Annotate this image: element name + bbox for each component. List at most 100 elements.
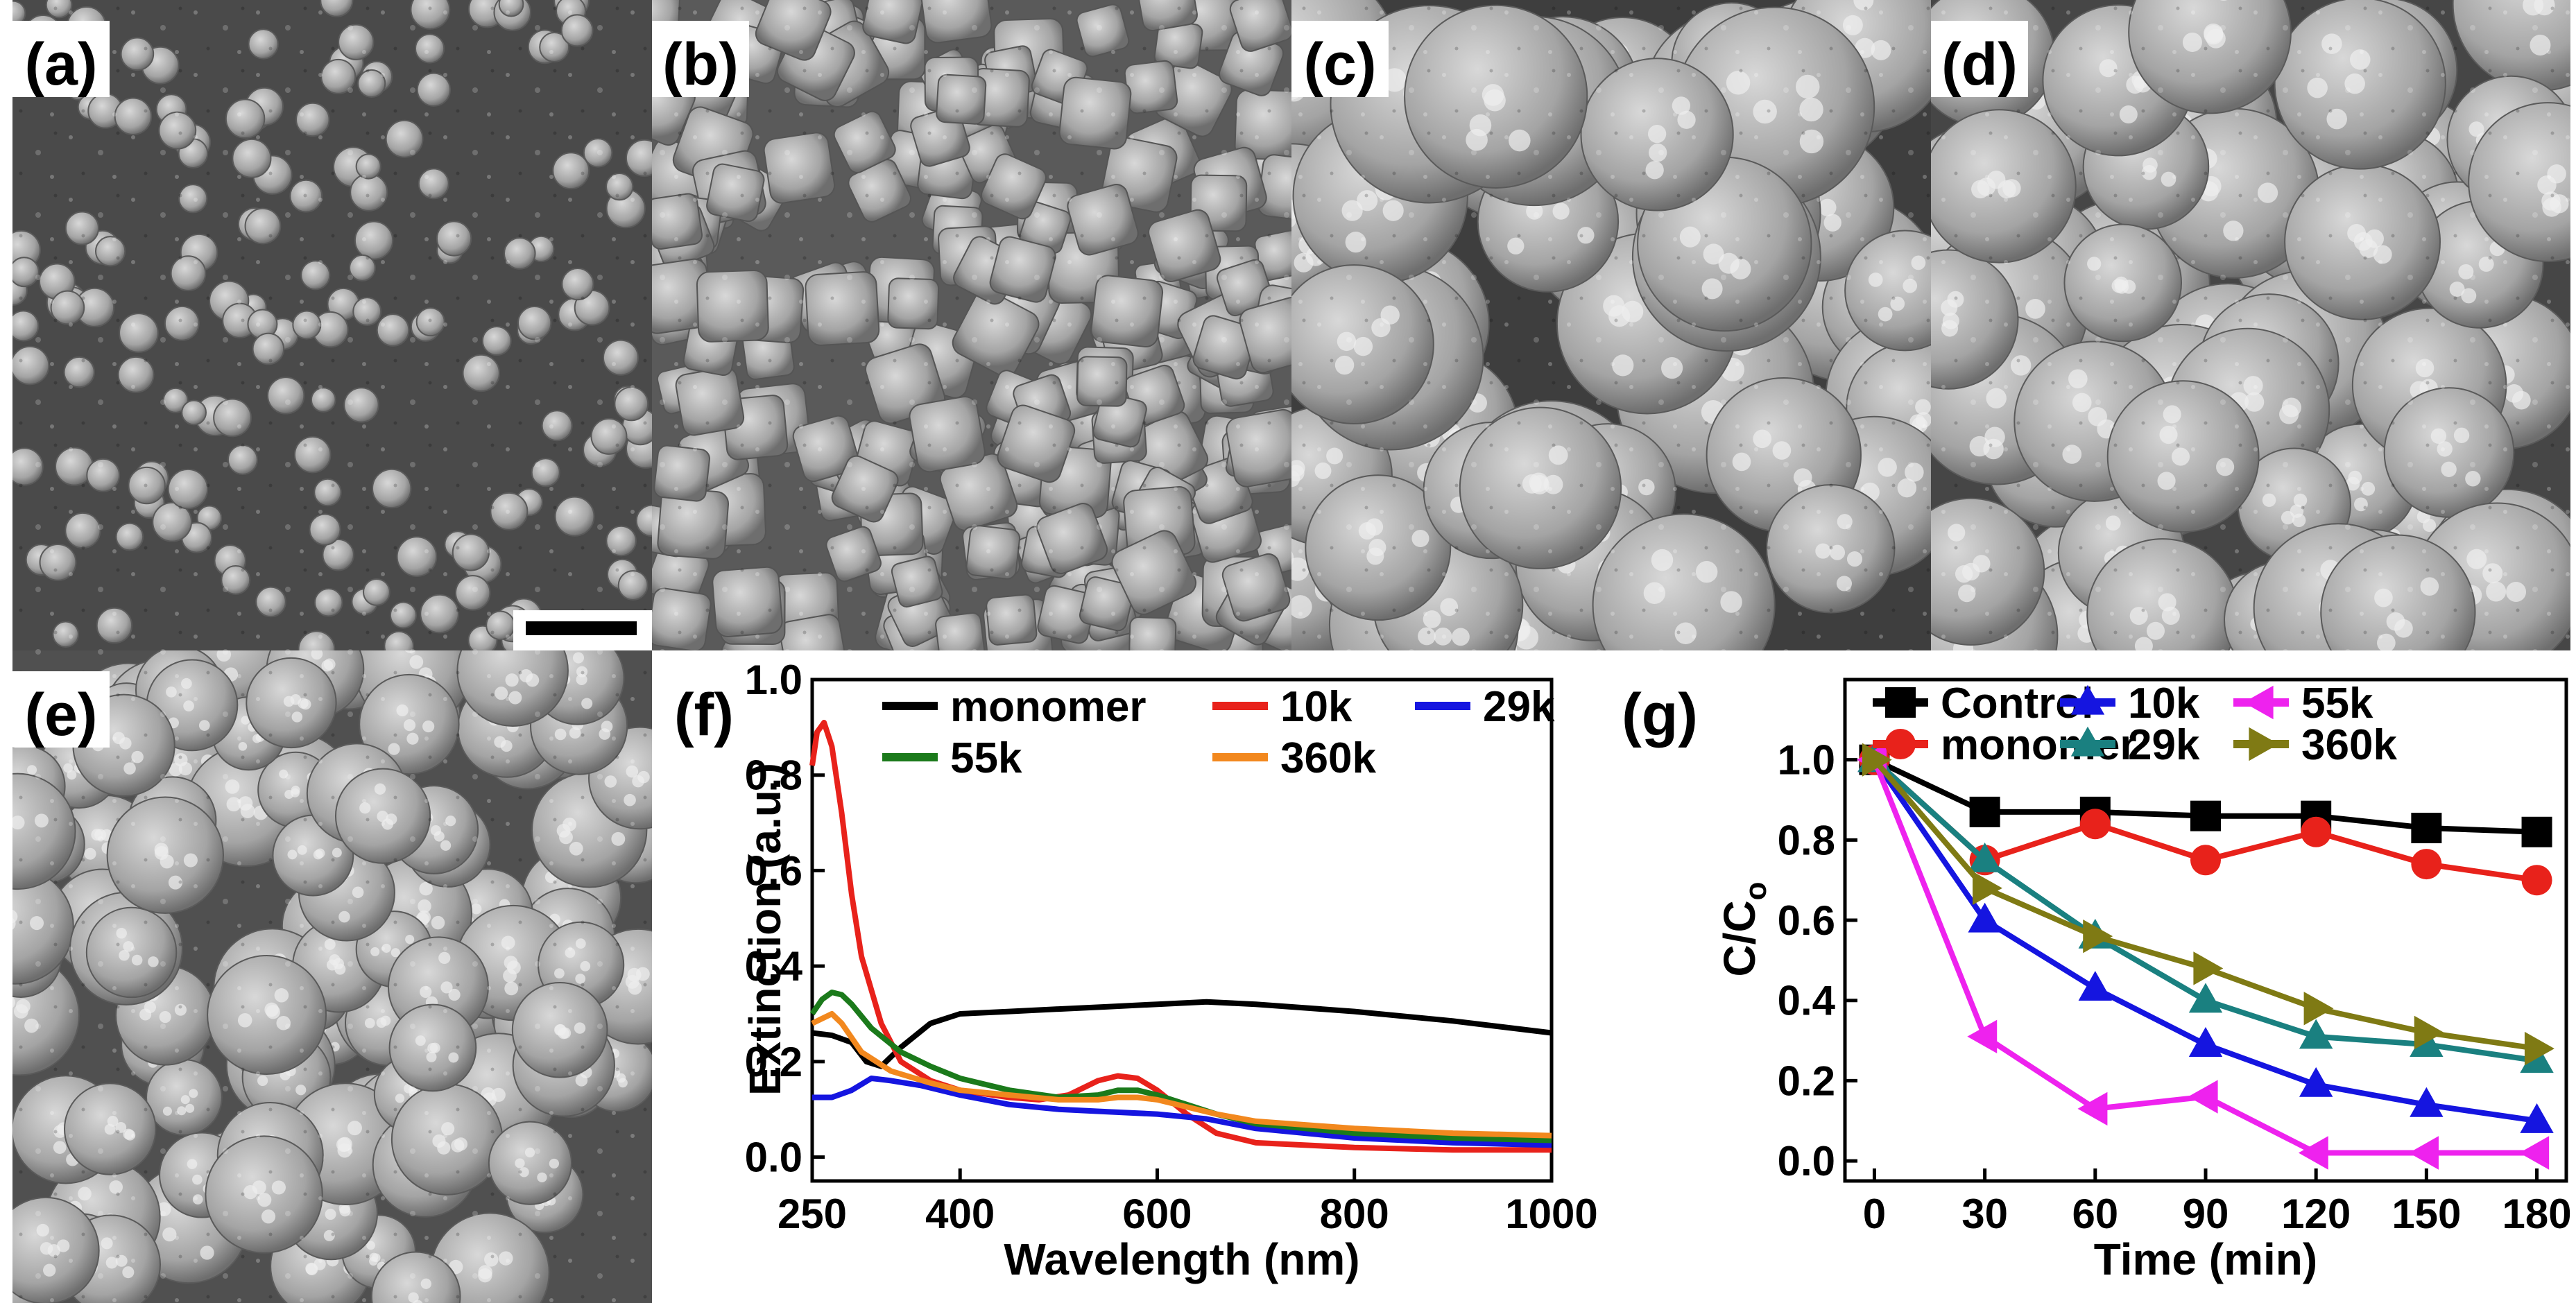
- marker-monomer: [1885, 729, 1916, 759]
- marker-360k: [1862, 743, 1892, 777]
- marker-55k: [1967, 1019, 1998, 1053]
- nanoparticle-bump: [2572, 0, 2576, 18]
- x-tick-label: 600: [1122, 1191, 1192, 1237]
- series-line-29k: [812, 1076, 1552, 1148]
- x-tick-label: 180: [2502, 1191, 2571, 1237]
- extinction-spectra-chart: 250 400 600 800 1000 0.0 0.2 0.4 0.6 0.8 1.0 monom…: [740, 657, 1598, 1284]
- x-tick-label: 150: [2392, 1191, 2461, 1237]
- sem-noise: [12, 0, 652, 650]
- panel-label-e: (e): [12, 671, 110, 748]
- sem-panel-c: [1291, 0, 1931, 674]
- marker-Control: [2411, 813, 2442, 844]
- x-tick-label: 90: [2183, 1191, 2229, 1237]
- marker-10k: [2410, 1087, 2444, 1117]
- x-tick-label: 60: [2072, 1191, 2118, 1237]
- svg-text:(b): (b): [662, 31, 739, 98]
- marker-10k: [2078, 971, 2113, 1001]
- nanoparticle-bump: [2488, 651, 2505, 668]
- sem-panel-a: [12, 0, 652, 650]
- legend-label-10k: 10k: [2128, 680, 2200, 727]
- marker-10k: [2188, 1027, 2223, 1057]
- x-tick-label: 0: [1863, 1191, 1886, 1237]
- nanoparticle-bump: [0, 1003, 10, 1017]
- marker-55k: [2409, 1136, 2439, 1170]
- nanoparticle-bump: [1, 1278, 10, 1287]
- marker-360k: [2249, 727, 2279, 761]
- marker-monomer: [2521, 865, 2552, 896]
- panel-label-d: (d): [1931, 21, 2028, 98]
- nanoparticle-bump: [1418, 651, 1441, 674]
- sem-panel-d: [1931, 0, 2576, 684]
- svg-text:(d): (d): [1941, 31, 2018, 98]
- panel-label-f: (f): [674, 682, 734, 748]
- marker-monomer: [2079, 809, 2111, 840]
- nanoparticle-bump: [2055, 657, 2073, 675]
- marker-360k: [2414, 1015, 2444, 1050]
- x-tick-label: 800: [1320, 1191, 1389, 1237]
- nanoparticle-bump: [0, 957, 6, 967]
- marker-10k: [2299, 1067, 2333, 1097]
- x-tick-label: 120: [2281, 1191, 2351, 1237]
- marker-monomer: [2301, 816, 2332, 847]
- sem-panel-e: [0, 650, 667, 1303]
- panel-label-g: (g): [1622, 682, 1698, 748]
- marker-10k: [2520, 1103, 2554, 1133]
- sem-noise: [1291, 0, 1931, 650]
- sem-panel-b: [652, 0, 1291, 650]
- marker-29k: [2299, 1019, 2333, 1049]
- nanoparticle-bump: [2482, 657, 2499, 674]
- marker-360k: [2193, 951, 2224, 985]
- panel-label-c: (c): [1291, 21, 1389, 98]
- legend-label-55k: 55k: [950, 734, 1022, 782]
- series-line-monomer: [812, 999, 1552, 1069]
- nanoparticle-bump: [1457, 649, 1466, 650]
- y-tick-label: 0.8: [1778, 817, 1835, 863]
- y-axis-label: C/Co: [1715, 881, 1773, 976]
- nanoparticle-bump: [2484, 668, 2501, 684]
- sem-noise: [12, 650, 652, 1303]
- legend-label-29k: 29k: [2128, 721, 2200, 769]
- marker-monomer: [2190, 845, 2221, 876]
- marker-10k: [2070, 684, 2105, 715]
- panel-label-a: (a): [12, 21, 110, 98]
- marker-monomer: [2411, 849, 2442, 880]
- x-tick-label: 30: [1961, 1191, 2008, 1237]
- y-tick-label: 0.6: [1778, 897, 1835, 944]
- x-axis-label: Time (min): [2094, 1234, 2317, 1284]
- marker-55k: [2298, 1136, 2328, 1170]
- marker-55k: [2243, 685, 2274, 720]
- marker-29k: [2070, 726, 2105, 757]
- marker-360k: [2524, 1031, 2554, 1066]
- plot-frame: [810, 678, 1554, 1183]
- nanoparticle-bump: [0, 920, 2, 934]
- marker-55k: [2188, 1080, 2218, 1114]
- marker-360k: [2083, 919, 2113, 953]
- marker-360k: [2303, 992, 2334, 1026]
- svg-text:(e): (e): [24, 682, 97, 748]
- panel-label-b: (b): [652, 21, 749, 98]
- y-tick-label: 0.0: [745, 1134, 802, 1181]
- nanoparticle-bump: [1472, 648, 1486, 650]
- legend-label-55k: 55k: [2301, 680, 2373, 727]
- nanoparticle-bump: [0, 1273, 8, 1282]
- marker-55k: [2077, 1091, 2108, 1126]
- svg-text:(a): (a): [24, 31, 97, 98]
- marker-Control: [2190, 800, 2221, 831]
- scale-bar: [526, 621, 637, 635]
- marker-10k: [1968, 902, 2002, 933]
- legend-label-360k: 360k: [1280, 734, 1376, 782]
- legend-label-monomer: monomer: [950, 683, 1146, 731]
- svg-text:(c): (c): [1303, 31, 1376, 98]
- marker-29k: [1968, 842, 2002, 872]
- marker-360k: [1973, 871, 2002, 905]
- nanoparticle-bump: [653, 958, 667, 972]
- marker-55k: [2519, 1136, 2550, 1170]
- series-line-360k: [811, 1011, 1552, 1139]
- y-axis-label: Extinction (a.u.): [740, 763, 790, 1096]
- y-tick-label: 0.2: [745, 1039, 802, 1085]
- nanoparticle-bump: [0, 856, 10, 870]
- x-tick-label: 400: [925, 1191, 995, 1237]
- x-tick-label: 250: [778, 1191, 847, 1237]
